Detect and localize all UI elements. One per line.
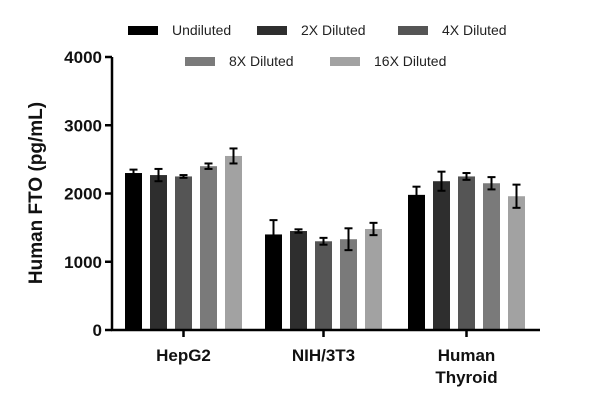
bar-human-thyroid-4 [483, 183, 500, 330]
bar-human-thyroid-1 [408, 194, 425, 330]
error-bar [204, 162, 213, 170]
x-category-label: HepG2 [156, 346, 211, 365]
x-category-label: Thyroid [435, 368, 497, 387]
bar-nih-3t3-2 [290, 231, 307, 330]
error-bar [487, 176, 496, 191]
legend-2x-diluted-label: 2X Diluted [301, 22, 366, 38]
legend: Undiluted 2X Diluted 4X Diluted 8X Diluted 1… [128, 22, 507, 69]
bar-hepg2-3 [175, 176, 192, 330]
x-category-label: NIH/3T3 [292, 346, 355, 365]
error-bar [437, 170, 446, 192]
error-bar [369, 221, 378, 237]
error-bar [294, 228, 303, 234]
error-bar [344, 227, 353, 252]
error-bar [229, 147, 238, 165]
bar-nih-3t3-5 [365, 228, 382, 330]
y-tick-label: 4000 [64, 48, 102, 67]
legend-undiluted-swatch [128, 26, 158, 35]
legend-2x-diluted-swatch [257, 26, 287, 35]
error-bar [512, 183, 521, 209]
bar-human-thyroid-3 [458, 176, 475, 330]
legend-8x-diluted-label: 8X Diluted [229, 53, 294, 69]
bar-hepg2-5 [225, 155, 242, 330]
error-bar [462, 172, 471, 181]
bar-nih-3t3-4 [340, 239, 357, 330]
bar-hepg2-2 [150, 175, 167, 330]
y-tick-label: 1000 [64, 253, 102, 272]
error-bar [179, 174, 188, 179]
error-bar [129, 168, 138, 178]
bar-nih-3t3-1 [265, 234, 282, 330]
error-bar [319, 236, 328, 246]
y-tick-label: 0 [93, 321, 102, 340]
legend-4x-diluted-swatch [398, 26, 428, 35]
bar-human-thyroid-2 [433, 181, 450, 330]
bar-hepg2-1 [125, 173, 142, 330]
y-tick-label: 2000 [64, 185, 102, 204]
bar-nih-3t3-3 [315, 241, 332, 330]
legend-undiluted-label: Undiluted [172, 22, 231, 38]
bars [125, 147, 525, 330]
bar-hepg2-4 [200, 166, 217, 330]
x-category-label: Human [438, 346, 496, 365]
y-tick-label: 3000 [64, 116, 102, 135]
y-axis-title: Human FTO (pg/mL) [26, 102, 47, 284]
y-axis: 0 1000 2000 3000 4000 Human FTO (pg/mL) [26, 48, 114, 340]
x-axis: HepG2 NIH/3T3 Human Thyroid [111, 328, 540, 387]
legend-4x-diluted-label: 4X Diluted [442, 22, 507, 38]
legend-8x-diluted-swatch [185, 57, 215, 66]
legend-16x-diluted-swatch [330, 57, 360, 66]
error-bar [154, 167, 163, 183]
error-bar [412, 185, 421, 205]
legend-16x-diluted-label: 16X Diluted [374, 53, 446, 69]
error-bar [269, 219, 278, 250]
bar-human-thyroid-5 [508, 196, 525, 330]
